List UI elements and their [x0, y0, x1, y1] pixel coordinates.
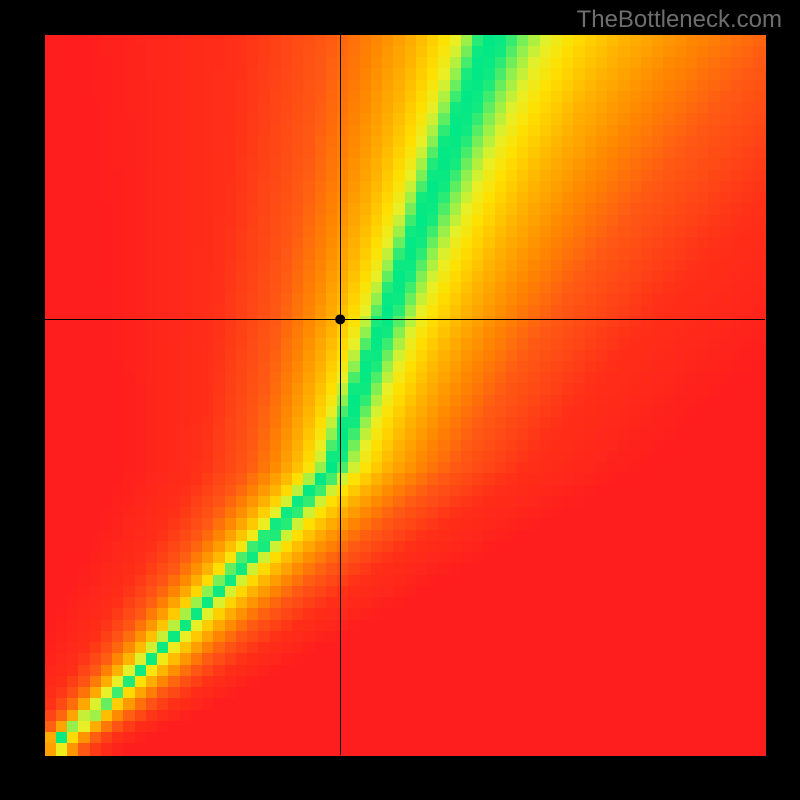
watermark-label: TheBottleneck.com: [577, 6, 782, 34]
crosshair-canvas: [0, 0, 800, 800]
chart-container: TheBottleneck.com: [0, 0, 800, 800]
